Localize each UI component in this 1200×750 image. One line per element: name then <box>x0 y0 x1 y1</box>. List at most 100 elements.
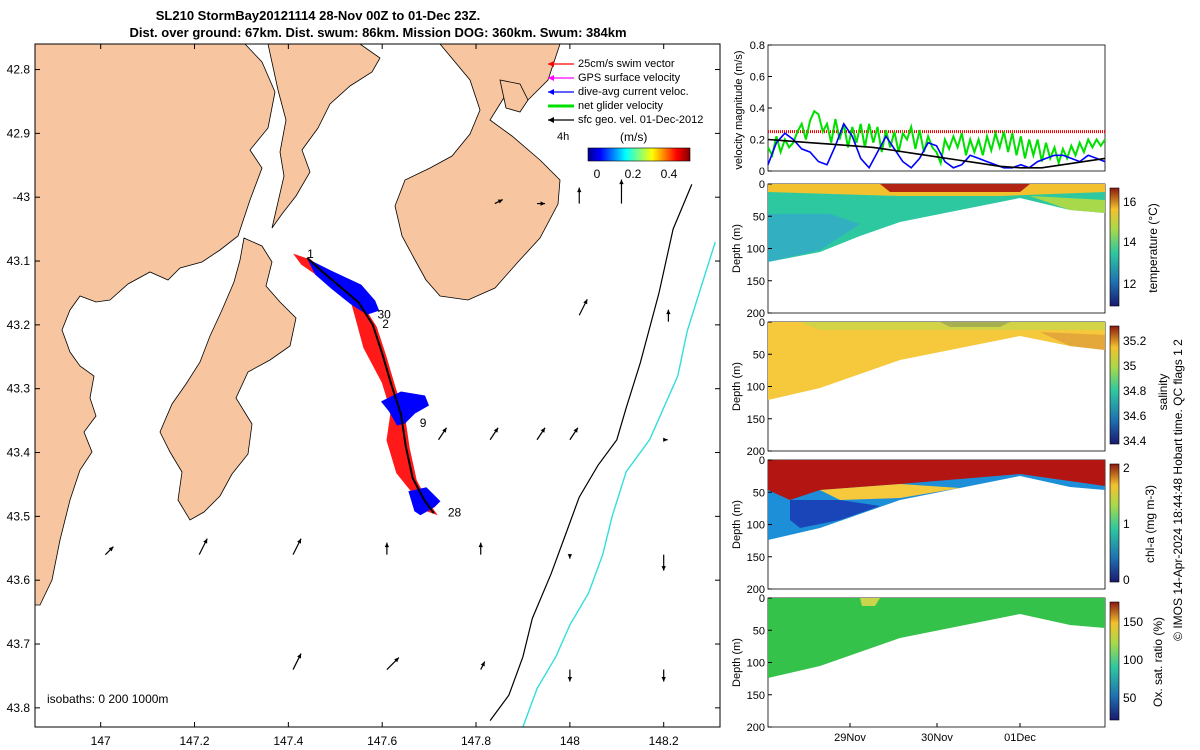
geo-arrow-13 <box>292 538 302 555</box>
section-2-ytick-4: 200 <box>747 584 765 596</box>
land-bruny-north <box>499 79 529 113</box>
track-label-0: 1 <box>307 247 314 261</box>
legend-dive: dive-avg current veloc. <box>578 86 689 98</box>
section-3-ytick-3: 150 <box>747 690 765 702</box>
velocity-series-3 <box>767 138 1106 169</box>
land-tasman <box>159 237 297 521</box>
lon-tick-label-4: 147.8 <box>461 734 491 748</box>
speed-colorbar <box>587 147 691 162</box>
land-layer <box>35 44 561 606</box>
vel-ytick-label-0: 0 <box>759 166 765 178</box>
section-1-ytick-4: 200 <box>747 446 765 458</box>
lat-tick-label-10: 43.8 <box>7 701 31 715</box>
chlorophyll-transition <box>820 484 960 500</box>
section-3-ytick-1: 50 <box>753 625 765 637</box>
geo-arrow-20 <box>480 661 486 670</box>
section-1-ytick-3: 150 <box>747 414 765 426</box>
salinity-surface-band <box>800 322 1105 330</box>
geo-arrow-4 <box>578 299 588 316</box>
chl-cb-tick-0: 0 <box>1123 573 1130 587</box>
sal-cb-tick-34.4: 34.4 <box>1123 434 1147 448</box>
salinity-field <box>768 322 1105 400</box>
section-1-ytick-0: 0 <box>759 317 765 329</box>
dive-avg-current-blob-north <box>307 258 380 315</box>
oxygen-field <box>768 598 1105 678</box>
section-1-ylabel: Depth (m) <box>731 362 743 411</box>
section-2-ytick-2: 100 <box>747 520 765 532</box>
colorbar-tick-2: 0.4 <box>661 167 678 181</box>
velocity-ticks: 0 0.2 0.4 0.6 0.8 <box>750 40 772 178</box>
legend-dive-arrowhead <box>548 89 554 95</box>
chlorophyll-label: chl-a (mg m-3) <box>1143 485 1157 563</box>
track-label-1: 30 <box>378 307 392 321</box>
section-2-ytick-0: 0 <box>759 455 765 467</box>
velocity-series-1 <box>767 109 1106 167</box>
track-labels: 1 302 9 28 <box>307 247 461 520</box>
geo-arrow-head-9 <box>573 427 578 433</box>
colorbar-title: (m/s) <box>620 130 647 144</box>
temp-cb-tick-12: 12 <box>1123 277 1137 291</box>
legend-geo-arrowhead <box>548 117 554 123</box>
temperature-panel <box>767 183 1106 314</box>
legend-swim: 25cm/s swim vector <box>578 58 675 70</box>
oxygen-panel <box>767 597 1106 728</box>
geo-arrow-18 <box>292 653 302 670</box>
lat-tick-label-6: 43.4 <box>7 446 31 460</box>
section-2-ytick-3: 150 <box>747 552 765 564</box>
geo-arrow-head-8 <box>442 427 447 433</box>
lon-tick-label-6: 148.2 <box>649 734 679 748</box>
title-line1: SL210 StormBay20121114 28-Nov 00Z to 01-… <box>156 8 480 23</box>
map-axis-ticks: 147 147.2 147.4 147.6 147.8 148 148.2 42.8 42.9 -… <box>7 44 720 748</box>
section-1-ytick-2: 100 <box>747 382 765 394</box>
vel-ytick-label-4: 0.8 <box>750 40 765 52</box>
geo-arrow-0 <box>494 199 504 205</box>
lat-tick-label-1: 42.9 <box>7 126 31 140</box>
geo-arrow-9 <box>569 427 579 441</box>
lat-tick-label-0: 42.8 <box>7 63 31 77</box>
oxy-cb-tick-150: 150 <box>1123 615 1143 629</box>
oxy-cb-tick-100: 100 <box>1123 653 1143 667</box>
legend-geo: sfc geo. vel. 01-Dec-2012 <box>578 114 703 126</box>
lat-tick-label-2: -43 <box>13 190 31 204</box>
track-label-2: 2 <box>382 317 389 331</box>
velocity-panel: 0 0.2 0.4 0.6 0.8 velocity magnitude (m/s) <box>733 40 1106 178</box>
salinity-label: salinity <box>1156 374 1170 411</box>
section-3-ytick-0: 0 <box>759 593 765 605</box>
geo-arrow-6 <box>489 427 499 441</box>
legend-net: net glider velocity <box>578 100 663 112</box>
geo-arrow-21 <box>567 669 573 682</box>
chlorophyll-panel <box>767 459 1106 590</box>
colorbar-tick-0: 0 <box>594 167 601 181</box>
temperature-label: temperature (°C) <box>1146 203 1160 293</box>
land-forestier <box>394 44 561 301</box>
geo-velocity-arrows <box>104 179 671 682</box>
geo-arrow-head-20 <box>480 661 485 667</box>
geo-arrow-head-14 <box>384 542 390 548</box>
geo-arrow-16 <box>567 554 573 559</box>
title-line2: Dist. over ground: 67km. Dist. swum: 86k… <box>129 25 626 40</box>
section-0-ylabel: Depth (m) <box>731 224 743 273</box>
oxygen-colorbar <box>1109 601 1120 721</box>
section-ticks: 0 50 100 150 200 Depth (m) 0 50 100 150 200 Depth (… <box>731 179 1036 744</box>
lat-tick-label-9: 43.7 <box>7 637 31 651</box>
section-0-ytick-3: 150 <box>747 276 765 288</box>
geo-arrow-1 <box>537 201 546 206</box>
geo-arrow-head-10 <box>663 437 668 442</box>
isobath-1000m <box>522 241 716 727</box>
geo-arrow-head-3 <box>619 179 624 185</box>
geo-arrow-head-12 <box>203 538 208 544</box>
salinity-east-patch <box>1040 332 1105 350</box>
time-tick-label-0: 29Nov <box>834 732 866 744</box>
geo-arrow-head-11 <box>108 546 114 552</box>
geo-arrow-head-16 <box>567 554 573 559</box>
lon-tick-label-5: 148 <box>560 734 580 748</box>
geo-arrow-head-22 <box>661 677 666 682</box>
chlorophyll-maximum <box>768 460 1105 500</box>
geo-arrow-17 <box>661 554 666 571</box>
section-0-ytick-1: 50 <box>753 211 765 223</box>
sal-cb-tick-35: 35 <box>1123 359 1137 373</box>
colorbar-tick-1: 0.2 <box>625 167 642 181</box>
geo-arrow-11 <box>104 546 114 556</box>
section-0-ytick-0: 0 <box>759 179 765 191</box>
